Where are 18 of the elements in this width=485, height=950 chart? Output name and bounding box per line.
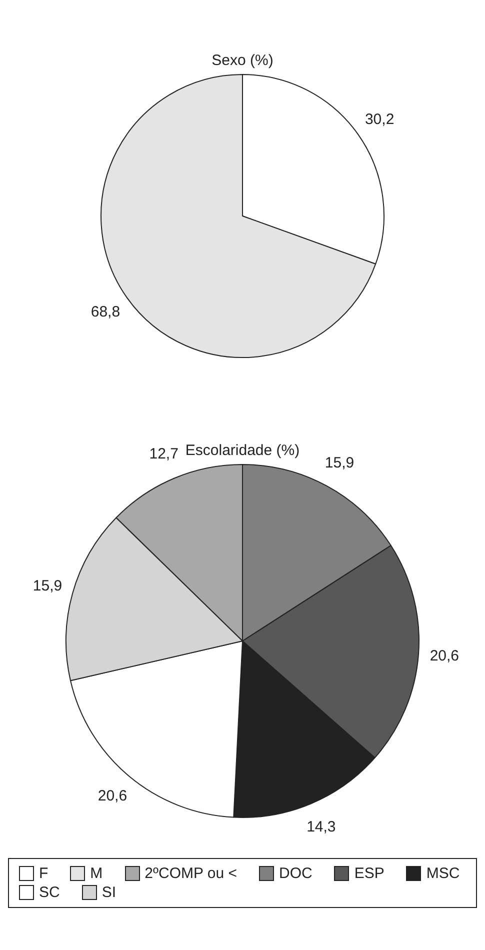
- legend-label: F: [39, 865, 48, 882]
- data-label: 15,9: [324, 454, 354, 472]
- legend-label: SC: [39, 884, 60, 901]
- legend-label: ESP: [354, 865, 384, 882]
- legend-label: MSC: [426, 865, 460, 882]
- data-label: 12,7: [149, 446, 178, 463]
- legend-label: SI: [102, 884, 116, 901]
- chart-title: Escolaridade (%): [185, 442, 300, 460]
- data-label: 20,6: [98, 787, 128, 804]
- data-label: 68,8: [90, 303, 120, 320]
- legend-label: 2ºCOMP ou <: [144, 865, 238, 882]
- legend-label: M: [90, 865, 103, 882]
- legend-label: DOC: [279, 865, 312, 882]
- chart-title: Sexo (%): [212, 52, 274, 70]
- data-label: 20,6: [430, 647, 460, 664]
- data-label: 15,9: [32, 577, 62, 594]
- data-label: 30,2: [364, 110, 394, 128]
- data-label: 14,3: [306, 818, 336, 836]
